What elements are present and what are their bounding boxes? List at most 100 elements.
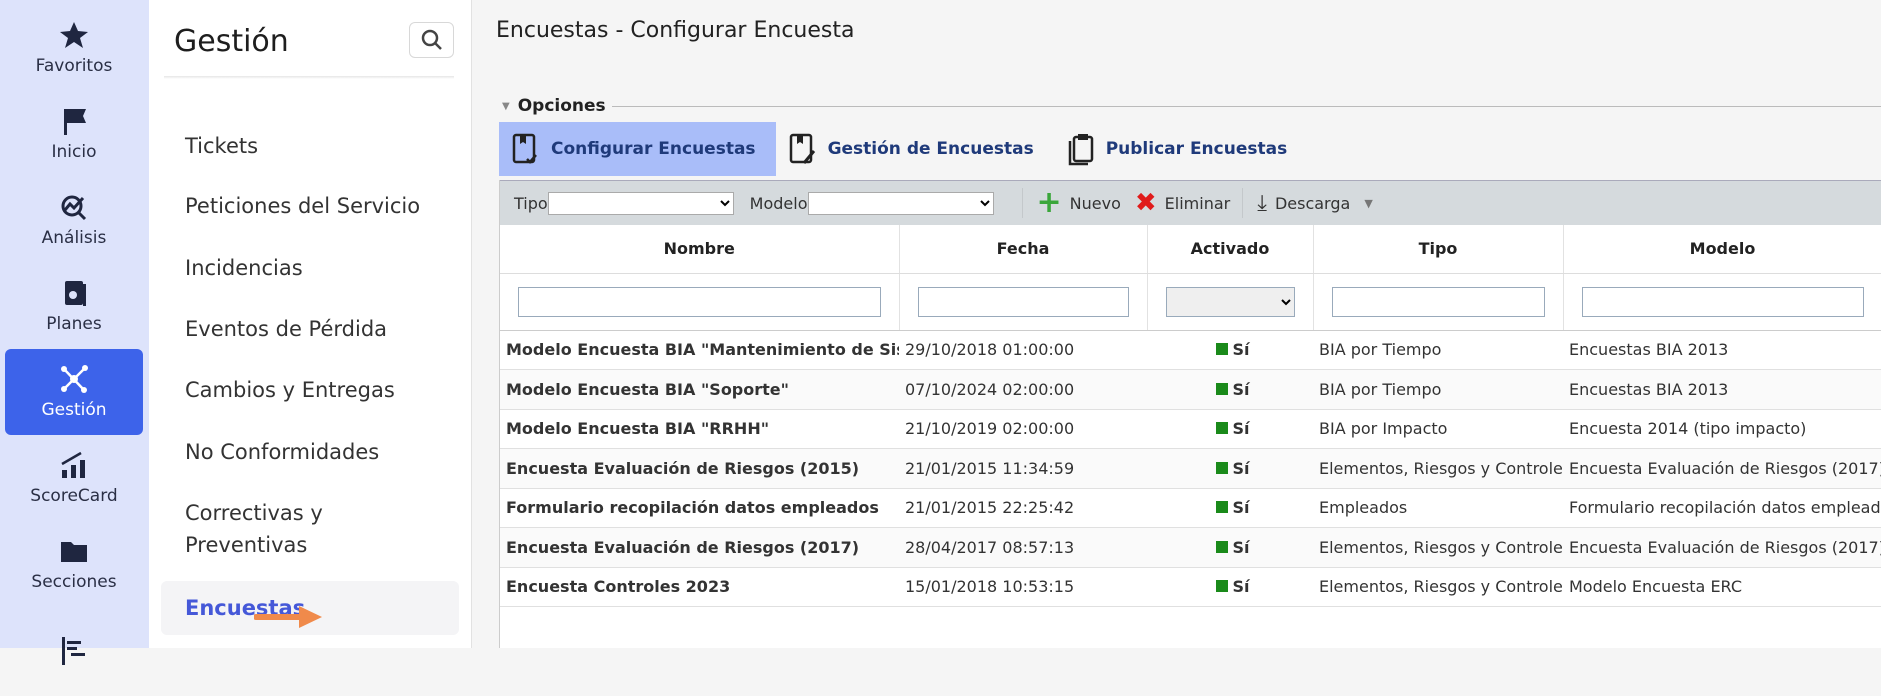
bookmark-edit-icon [789, 133, 815, 164]
analysis-icon [61, 195, 87, 221]
descarga-button[interactable]: ⤓ Descarga ▼ [1257, 190, 1373, 216]
filter-fecha-input[interactable] [917, 286, 1129, 317]
status-square-icon [1216, 343, 1229, 356]
nav-item-correctivas-y-preventivas[interactable]: Correctivas y Preventivas [185, 501, 323, 557]
collapse-triangle-icon: ▼ [502, 100, 510, 112]
filter-cell [500, 273, 900, 331]
clipboard-icon [1068, 134, 1093, 166]
nav-title: Gestión [174, 24, 289, 59]
tab-gestion-encuestas[interactable]: Gestión de Encuestas [776, 122, 1054, 176]
download-icon: ⤓ [1257, 190, 1267, 216]
survey-name-link[interactable]: Modelo Encuesta BIA "RRHH" [500, 409, 899, 449]
cell: Encuesta 2014 (tipo impacto) [1563, 409, 1881, 449]
cell: BIA por Tiempo [1313, 369, 1563, 410]
activado-cell: Sí [1147, 409, 1313, 449]
plus-icon: + [1036, 185, 1062, 220]
cell: Encuesta Evaluación de Riesgos (2017) [1563, 448, 1881, 489]
divider [611, 105, 1881, 107]
filter-tipo-input[interactable] [1331, 286, 1545, 317]
options-section-toggle[interactable]: ▼ Opciones [502, 96, 1881, 116]
tab-configurar-encuestas[interactable]: Configurar Encuestas [499, 122, 776, 176]
rail-item-favoritos[interactable]: Favoritos [5, 5, 143, 91]
filter-cell [899, 273, 1148, 331]
arrow-pointer-icon [254, 606, 322, 628]
table-row[interactable]: Encuesta Controles 2023 15/01/2018 10:53:… [500, 567, 1881, 607]
survey-name-link[interactable]: Modelo Encuesta BIA "Mantenimiento de Si… [500, 330, 899, 370]
column-header-tipo[interactable]: Tipo [1313, 225, 1564, 274]
survey-name-link[interactable]: Encuesta Evaluación de Riesgos (2015) [500, 448, 899, 489]
cell: 15/01/2018 10:53:15 [899, 567, 1147, 607]
status-square-icon [1216, 382, 1229, 395]
cell: Elementos, Riesgos y Controles [1313, 527, 1563, 568]
survey-name-link[interactable]: Formulario recopilación datos empleados [500, 488, 899, 528]
column-header-activado[interactable]: Activado [1147, 225, 1314, 274]
rail-item-label: Inicio [51, 142, 97, 162]
cell: 07/10/2024 02:00:00 [899, 369, 1147, 410]
nav-item-cambios-y-entregas[interactable]: Cambios y Entregas [185, 378, 395, 402]
icon-rail: Favoritos Inicio Análisis Planes Gestión Scor… [0, 0, 149, 665]
nav-item-peticiones-del-servicio[interactable]: Peticiones del Servicio [185, 194, 421, 218]
table-row[interactable]: Modelo Encuesta BIA "RRHH" 21/10/2019 02:… [500, 409, 1881, 449]
column-header-modelo[interactable]: Modelo [1563, 225, 1881, 274]
tipo-select[interactable] [547, 191, 734, 215]
activado-cell: Sí [1147, 488, 1313, 528]
eliminar-button[interactable]: ✖ Eliminar [1134, 188, 1231, 218]
cell: 21/01/2015 11:34:59 [899, 448, 1147, 489]
filter-nombre-input[interactable] [518, 286, 881, 317]
rail-item-label: Favoritos [35, 56, 113, 76]
rail-item-gestión[interactable]: Gestión [5, 349, 143, 435]
table-row[interactable]: Modelo Encuesta BIA "Mantenimiento de Si… [500, 330, 1881, 370]
divider [1021, 188, 1023, 218]
section-title: Opciones [517, 96, 606, 116]
status-square-icon [1216, 501, 1229, 514]
filter-cell [1147, 273, 1314, 331]
table-row[interactable]: Encuesta Evaluación de Riesgos (2015) 21/… [500, 448, 1881, 489]
cell: 28/04/2017 08:57:13 [899, 527, 1147, 568]
flag-icon [64, 109, 86, 135]
rail-item-secciones[interactable]: Secciones [5, 521, 143, 607]
nav-item-no-conformidades[interactable]: No Conformidades [185, 440, 380, 464]
cell: BIA por Impacto [1313, 409, 1563, 449]
nav-panel: Gestión Tickets Peticiones del Servicio In… [149, 0, 472, 648]
nav-item-incidencias[interactable]: Incidencias [185, 256, 303, 280]
activado-cell: Sí [1147, 448, 1313, 489]
tabs: Configurar Encuestas Gestión de Encuesta… [499, 122, 1307, 176]
status-text: Sí [1232, 577, 1250, 597]
filter-modelo-input[interactable] [1581, 286, 1864, 317]
page-title: Encuestas - Configurar Encuesta [496, 18, 855, 43]
cell: Elementos, Riesgos y Controles [1313, 567, 1563, 607]
search-button[interactable] [409, 22, 454, 58]
survey-name-link[interactable]: Encuesta Controles 2023 [500, 567, 899, 607]
bookmark-check-icon [512, 133, 537, 164]
cell: Modelo Encuesta ERC [1563, 567, 1881, 607]
rail-item-análisis[interactable]: Análisis [5, 177, 143, 263]
modelo-select[interactable] [807, 191, 994, 215]
activado-cell: Sí [1147, 369, 1313, 410]
rail-item-more[interactable] [5, 610, 143, 696]
cell: Encuestas BIA 2013 [1563, 369, 1881, 410]
status-square-icon [1216, 461, 1229, 474]
filter-activado-select[interactable] [1165, 286, 1295, 317]
tab-publicar-encuestas[interactable]: Publicar Encuestas [1054, 122, 1308, 176]
rail-item-label: ScoreCard [30, 486, 118, 506]
rail-item-label: Análisis [41, 228, 107, 248]
column-header-nombre[interactable]: Nombre [500, 225, 900, 274]
divider [164, 76, 454, 79]
main-content: Encuestas - Configurar Encuesta ▼ Opcion… [472, 0, 1881, 648]
nuevo-button[interactable]: + Nuevo [1036, 185, 1121, 220]
nav-item-tickets[interactable]: Tickets [185, 134, 259, 158]
table-row[interactable]: Formulario recopilación datos empleados 2… [500, 488, 1881, 528]
network-icon [61, 365, 88, 393]
nav-item-eventos-de-pérdida[interactable]: Eventos de Pérdida [185, 317, 388, 341]
survey-name-link[interactable]: Encuesta Evaluación de Riesgos (2017) [500, 527, 899, 568]
survey-name-link[interactable]: Modelo Encuesta BIA "Soporte" [500, 369, 899, 410]
table-row[interactable]: Modelo Encuesta BIA "Soporte" 07/10/2024 … [500, 369, 1881, 410]
nav-item-encuestas[interactable]: Encuestas [161, 581, 459, 635]
table-row[interactable]: Encuesta Evaluación de Riesgos (2017) 28/… [500, 527, 1881, 568]
surveys-grid: Tipo Modelo + Nuevo ✖ Eliminar ⤓ Descarga ▼ … [499, 180, 1881, 648]
activado-cell: Sí [1147, 330, 1313, 370]
rail-item-inicio[interactable]: Inicio [5, 91, 143, 177]
rail-item-planes[interactable]: Planes [5, 263, 143, 349]
rail-item-scorecard[interactable]: ScoreCard [5, 435, 143, 521]
column-header-fecha[interactable]: Fecha [899, 225, 1148, 274]
